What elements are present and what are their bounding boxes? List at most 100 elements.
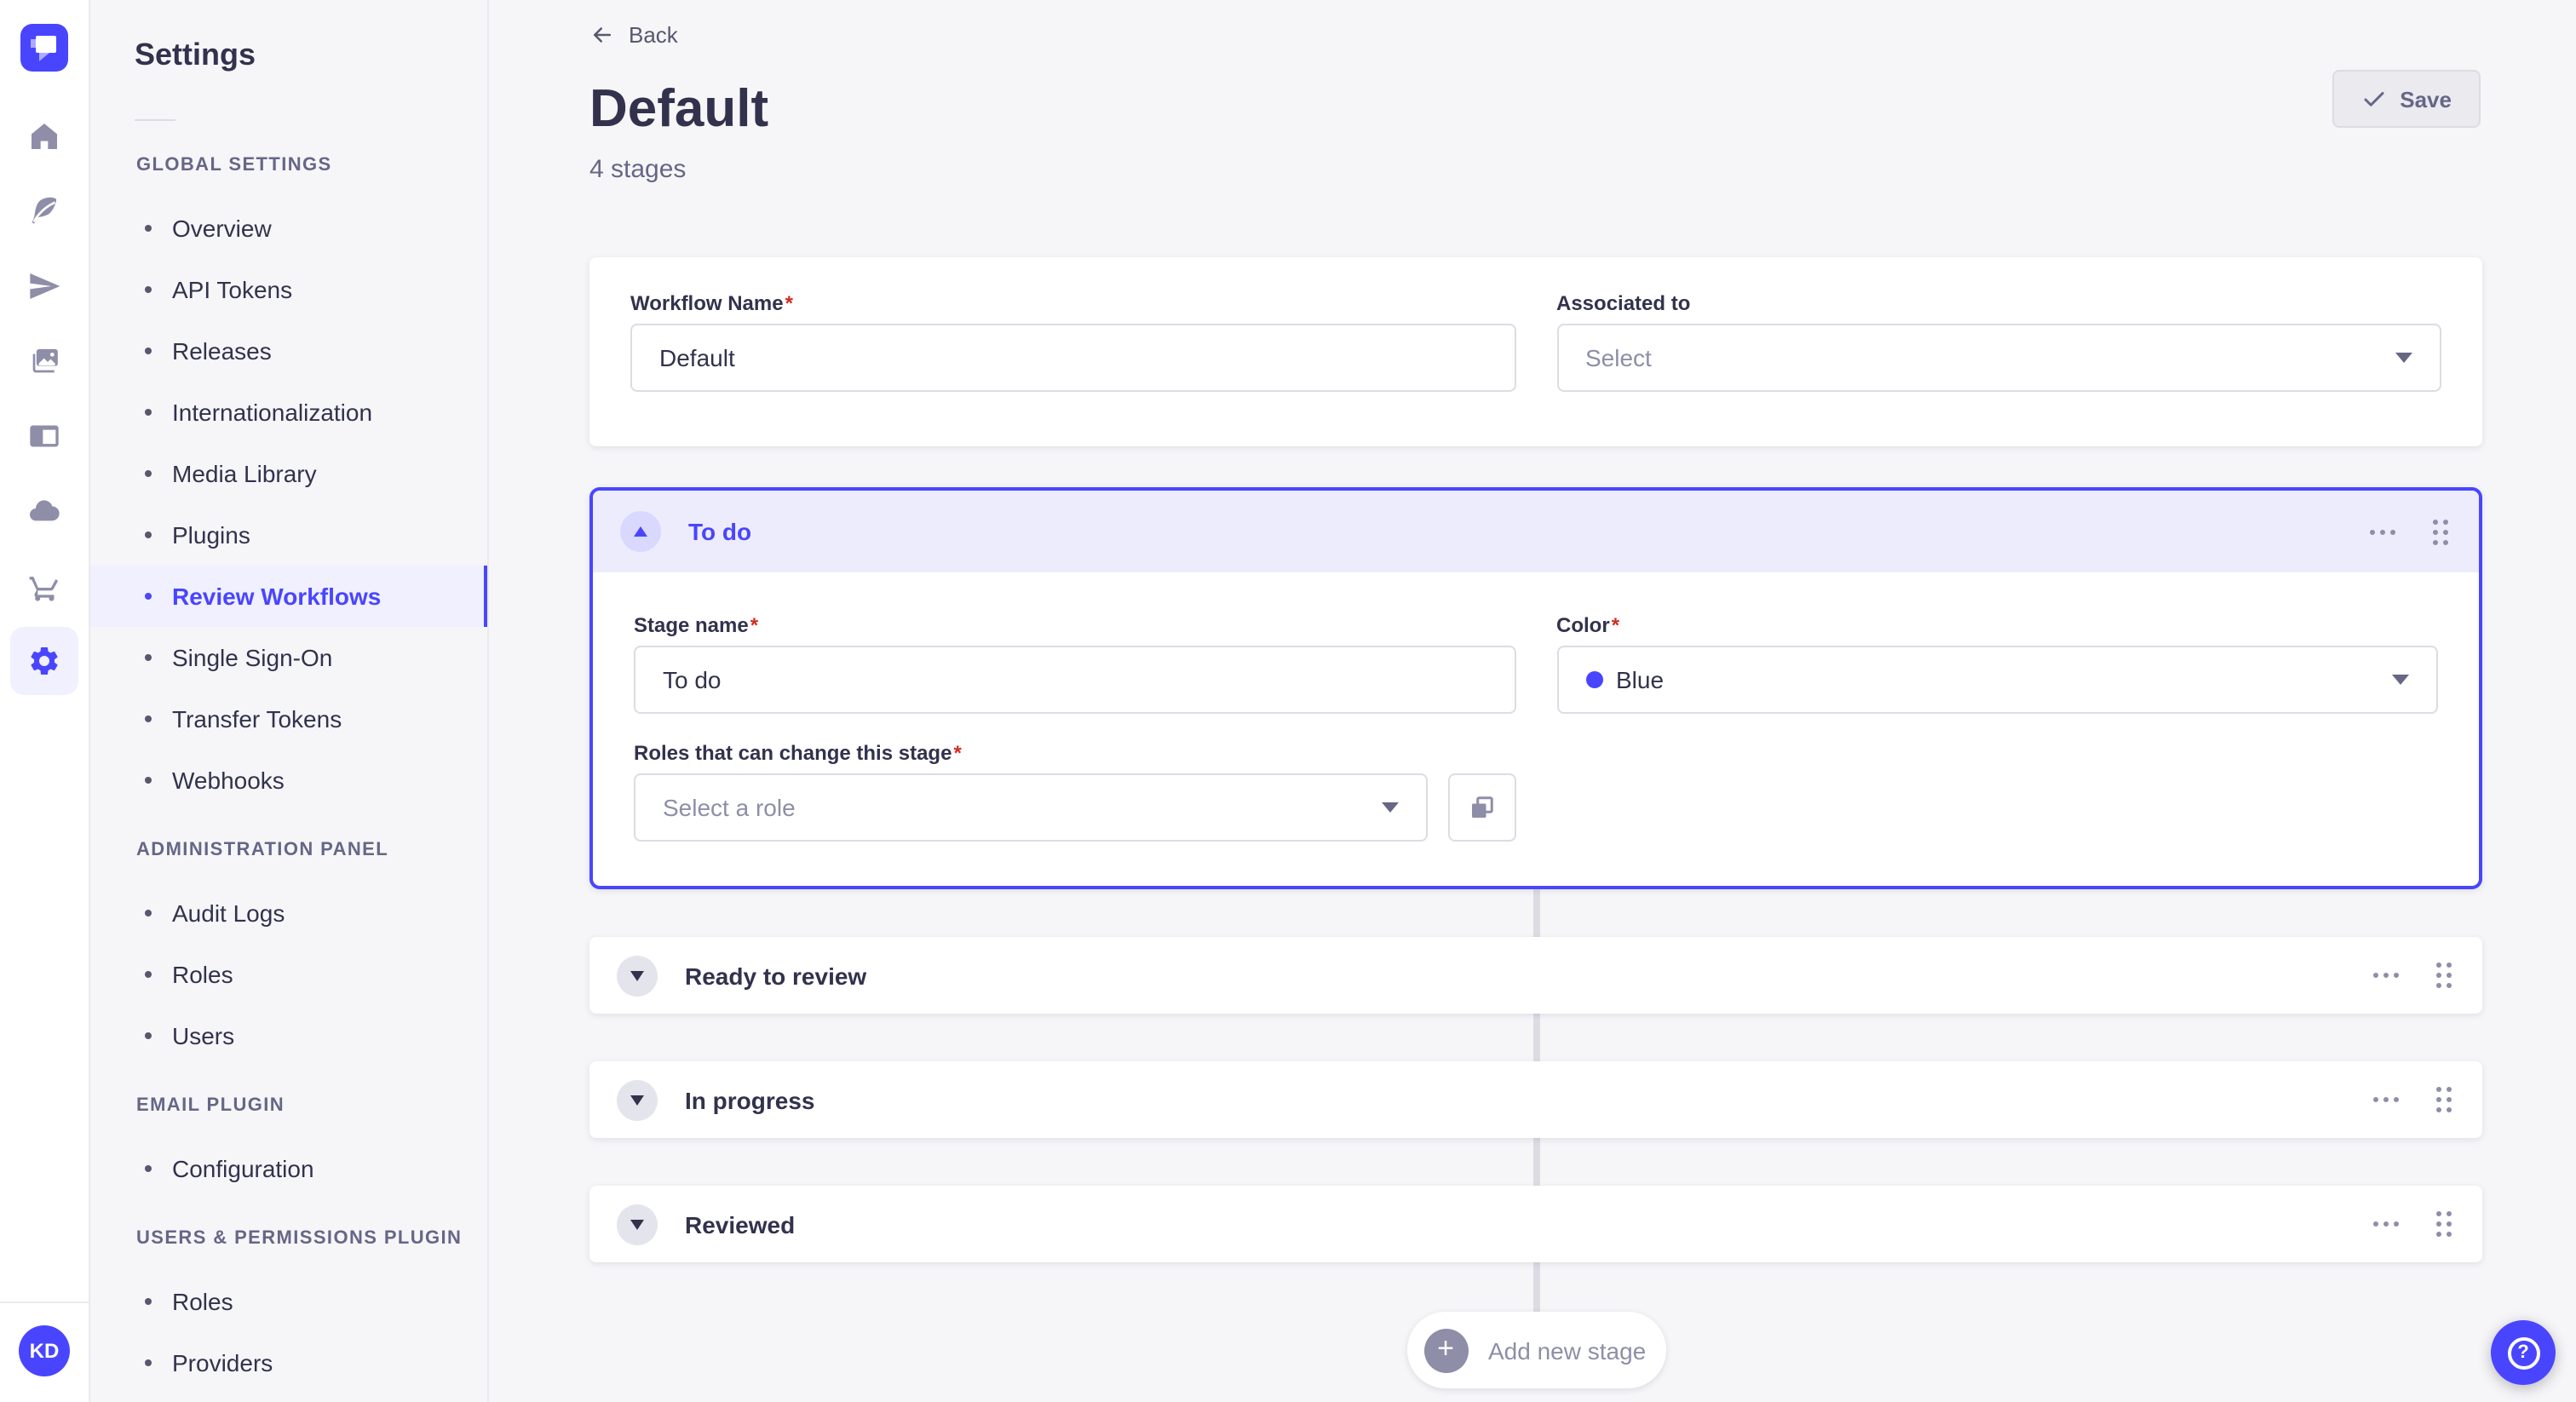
required-asterisk: * <box>785 291 793 315</box>
add-new-stage-button[interactable]: + Add new stage <box>1406 1312 1665 1388</box>
associated-to-select[interactable]: Select <box>1556 324 2441 392</box>
arrow-left-icon <box>594 27 611 43</box>
save-button[interactable]: Save <box>2332 70 2481 128</box>
stage-menu-button[interactable] <box>2366 966 2406 985</box>
page-title: Default <box>589 78 769 138</box>
expand-stage-button[interactable] <box>617 1079 658 1120</box>
sidebar-item-label: Audit Logs <box>172 899 285 927</box>
help-button[interactable]: ? <box>2491 1320 2556 1385</box>
bullet-icon <box>145 409 152 416</box>
stage-name-field-group: Stage name * <box>634 613 1515 714</box>
stage-card-in-progress[interactable]: In progress <box>589 1061 2482 1138</box>
bullet-icon <box>145 593 152 600</box>
sidebar-item-review-workflows[interactable]: Review Workflows <box>90 566 487 627</box>
workflow-meta-card: Workflow Name* Associated to Select <box>589 257 2482 446</box>
sidebar-item-media-library[interactable]: Media Library <box>90 443 487 504</box>
stage-name-label: Stage name * <box>634 613 1515 637</box>
strapi-logo-shape <box>36 36 56 53</box>
stage-card-reviewed[interactable]: Reviewed <box>589 1186 2482 1262</box>
collapse-stage-button[interactable] <box>620 511 661 552</box>
roles-label: Roles that can change this stage * <box>634 741 1515 765</box>
cloud-icon[interactable] <box>10 477 78 545</box>
content-type-builder-icon[interactable] <box>10 402 78 470</box>
chevron-down-icon <box>630 1219 644 1229</box>
bullet-icon <box>145 715 152 722</box>
save-label: Save <box>2400 86 2452 112</box>
sidebar-item-label: Single Sign-On <box>172 644 333 671</box>
back-label: Back <box>629 22 678 48</box>
workflow-name-input[interactable] <box>630 324 1515 392</box>
stage-menu-button[interactable] <box>2363 522 2402 541</box>
sidebar-item-plugins[interactable]: Plugins <box>90 504 487 566</box>
stage-header-actions <box>2366 1208 2455 1240</box>
sidebar-item-overview[interactable]: Overview <box>90 198 487 259</box>
expand-stage-button[interactable] <box>617 955 658 996</box>
check-icon <box>2363 91 2383 106</box>
stage-menu-button[interactable] <box>2366 1215 2406 1233</box>
sidebar-item-api-tokens[interactable]: API Tokens <box>90 259 487 320</box>
sidebar-item-webhooks[interactable]: Webhooks <box>90 750 487 811</box>
color-label-text: Color <box>1556 613 1610 637</box>
associated-to-label: Associated to <box>1556 291 1691 315</box>
drag-handle-icon[interactable] <box>2433 1083 2455 1116</box>
stage-to-do-header[interactable]: To do <box>593 491 2479 572</box>
back-link[interactable]: Back <box>589 22 678 48</box>
stages-list: To do Stage name* Col <box>589 487 2482 1388</box>
sidebar-item-admin-roles[interactable]: Roles <box>90 944 487 1005</box>
bullet-icon <box>145 910 152 916</box>
stage-header-actions <box>2366 959 2455 991</box>
required-asterisk: * <box>750 613 759 637</box>
drag-handle-icon[interactable] <box>2433 959 2455 991</box>
roles-row: Select a role <box>634 773 1515 842</box>
stage-menu-button[interactable] <box>2366 1090 2406 1109</box>
question-mark-icon: ? <box>2507 1336 2539 1369</box>
drag-handle-icon[interactable] <box>2433 1208 2455 1240</box>
stage-header-actions <box>2366 1083 2455 1116</box>
sidebar-item-label: Internationalization <box>172 399 373 426</box>
sidebar-item-label: Webhooks <box>172 767 285 794</box>
releases-paper-plane-icon[interactable] <box>10 252 78 320</box>
subnav-divider <box>135 119 175 121</box>
drag-handle-icon[interactable] <box>2429 515 2452 548</box>
sidebar-item-label: Providers <box>172 1349 273 1376</box>
user-avatar[interactable]: KD <box>19 1325 70 1376</box>
sidebar-item-releases[interactable]: Releases <box>90 320 487 382</box>
sidebar-item-audit-logs[interactable]: Audit Logs <box>90 882 487 944</box>
required-asterisk: * <box>1611 613 1620 637</box>
associated-to-field-group: Associated to Select <box>1556 291 2441 446</box>
content-manager-feather-icon[interactable] <box>10 177 78 245</box>
marketplace-cart-icon[interactable] <box>10 552 78 620</box>
home-icon[interactable] <box>10 102 78 170</box>
bullet-icon <box>145 1032 152 1039</box>
expand-stage-button[interactable] <box>617 1204 658 1244</box>
section-label-email-plugin: EMAIL PLUGIN <box>136 1095 285 1116</box>
stage-editor-form: Stage name* Color* Blue <box>593 572 2479 886</box>
section-users-permissions: Roles Providers <box>90 1271 487 1393</box>
main-nav-rail: KD <box>0 0 90 1402</box>
sidebar-item-internationalization[interactable]: Internationalization <box>90 382 487 443</box>
sidebar-item-transfer-tokens[interactable]: Transfer Tokens <box>90 688 487 750</box>
sidebar-item-single-sign-on[interactable]: Single Sign-On <box>90 627 487 688</box>
sidebar-item-label: Users <box>172 1022 235 1049</box>
stage-card-ready-to-review[interactable]: Ready to review <box>589 937 2482 1014</box>
required-asterisk: * <box>953 741 962 765</box>
sidebar-item-up-roles[interactable]: Roles <box>90 1271 487 1332</box>
media-library-icon[interactable] <box>10 327 78 395</box>
sidebar-item-providers[interactable]: Providers <box>90 1332 487 1393</box>
sidebar-item-configuration[interactable]: Configuration <box>90 1138 487 1199</box>
roles-select[interactable]: Select a role <box>634 773 1427 842</box>
settings-gear-icon[interactable] <box>10 627 78 695</box>
sidebar-item-label: Overview <box>172 215 272 242</box>
color-select[interactable]: Blue <box>1556 646 2438 714</box>
bullet-icon <box>145 971 152 978</box>
sidebar-item-users[interactable]: Users <box>90 1005 487 1066</box>
stage-name-input[interactable] <box>634 646 1515 714</box>
strapi-logo[interactable] <box>20 24 68 72</box>
sidebar-item-label: Media Library <box>172 460 317 487</box>
stage-name-label-text: Stage name <box>634 613 749 637</box>
sidebar-item-label: Plugins <box>172 521 250 549</box>
stage-title: To do <box>688 518 752 545</box>
stage-title: Reviewed <box>685 1210 796 1238</box>
apply-to-all-stages-button[interactable] <box>1447 773 1515 842</box>
